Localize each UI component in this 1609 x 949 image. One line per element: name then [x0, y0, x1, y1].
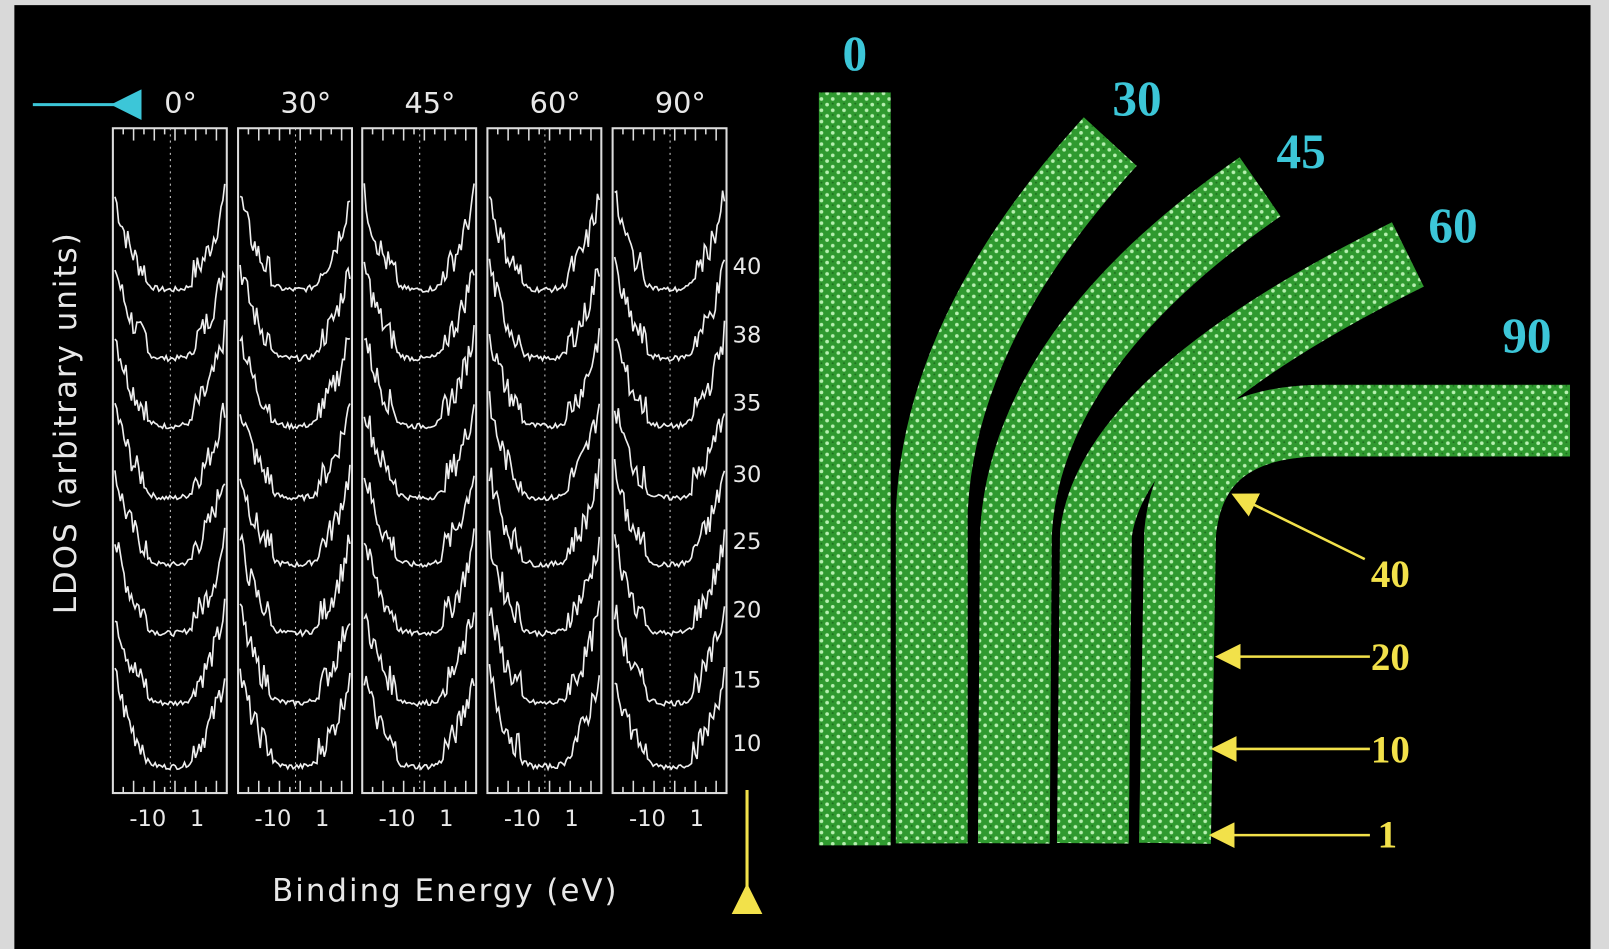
ldos-curve	[613, 408, 726, 501]
tube	[1056, 222, 1424, 844]
layer-label: 20	[733, 598, 762, 624]
ldos-curve	[239, 464, 351, 568]
ldos-curve	[363, 528, 475, 637]
ldos-curve	[614, 666, 726, 771]
x-tick-label: 1	[690, 806, 704, 832]
ldos-curve	[363, 675, 475, 771]
ldos-curve	[114, 319, 226, 430]
x-tick-label: -10	[129, 806, 166, 832]
layer-label: 35	[733, 390, 762, 416]
layer-label: 38	[733, 323, 762, 349]
ldos-curve	[239, 264, 351, 363]
bend-label: 60	[1428, 198, 1477, 253]
ldos-curve	[488, 600, 601, 706]
x-axis-label: Binding Energy (eV)	[272, 873, 619, 909]
ldos-curve	[488, 328, 601, 430]
bend-label: 45	[1277, 124, 1326, 179]
angle-label: 45°	[405, 86, 456, 120]
ldos-curve	[488, 258, 601, 363]
ldos-curve	[488, 664, 601, 772]
ldos-curve	[488, 391, 601, 502]
x-tick-label: -10	[379, 806, 416, 832]
ldos-curve	[613, 604, 726, 707]
y-axis-label: LDOS (arbitrary units)	[48, 231, 84, 614]
tube	[1139, 384, 1571, 844]
layer-label: 40	[733, 254, 762, 280]
ldos-curve	[114, 402, 226, 501]
ldos-curve	[239, 603, 351, 708]
bend-label: 90	[1502, 308, 1551, 363]
x-tick-label: 1	[315, 806, 329, 832]
ldos-curve	[363, 612, 475, 708]
tube	[977, 157, 1281, 844]
layer-label: 10	[733, 731, 762, 757]
layer-label: 25	[733, 529, 762, 555]
layer-arrow	[1231, 493, 1366, 561]
ldos-curve	[613, 459, 726, 569]
ldos-curve	[613, 529, 726, 638]
x-tick-label: -10	[255, 806, 292, 832]
ldos-curve	[239, 532, 351, 638]
ldos-curve	[114, 470, 226, 569]
ldos-curve	[488, 458, 601, 569]
layer-label: 10	[1371, 728, 1410, 771]
ldos-curve	[363, 325, 475, 430]
ldos-curve	[114, 527, 226, 638]
x-tick-label: 1	[564, 806, 578, 832]
ldos-curve	[363, 183, 475, 293]
bend-label: 30	[1112, 71, 1161, 126]
ldos-curve	[363, 261, 475, 363]
layer-label: 20	[1371, 636, 1410, 679]
ldos-curve	[114, 269, 226, 363]
angle-label: 0°	[164, 86, 197, 120]
bend-label: 0	[842, 26, 867, 81]
ldos-curve	[363, 404, 475, 502]
ldos-curve	[239, 403, 351, 503]
layer-label: 30	[733, 462, 762, 488]
ldos-curve	[239, 668, 351, 771]
ldos-curve	[239, 195, 351, 294]
ldos-curve	[488, 530, 601, 638]
ldos-curve	[488, 193, 601, 294]
x-tick-label: -10	[629, 806, 666, 832]
ldos-curve	[363, 475, 475, 569]
ldos-curve	[114, 598, 226, 707]
ldos-curve	[614, 320, 726, 431]
x-tick-label: -10	[504, 806, 541, 832]
ldos-curve	[239, 334, 351, 431]
x-tick-label: 1	[439, 806, 453, 832]
nanotubes	[818, 92, 1571, 846]
layer-label: 1	[1378, 813, 1397, 856]
background	[14, 5, 1591, 949]
angle-label: 90°	[655, 86, 706, 120]
angle-label: 60°	[530, 86, 581, 120]
layer-label: 40	[1371, 553, 1410, 596]
ldos-curve	[114, 183, 226, 293]
ldos-curve	[114, 667, 226, 771]
ldos-curve	[614, 190, 726, 294]
angle-label: 30°	[280, 86, 331, 120]
tube	[895, 117, 1137, 844]
ldos-curve	[613, 256, 726, 363]
x-tick-label: 1	[190, 806, 204, 832]
ldos-plots: 0° -10 1 30° -10 1 45° -10 1 60° -10 1 90° -10 1 40 38 35…	[111, 86, 762, 832]
layer-label: 15	[733, 667, 762, 693]
